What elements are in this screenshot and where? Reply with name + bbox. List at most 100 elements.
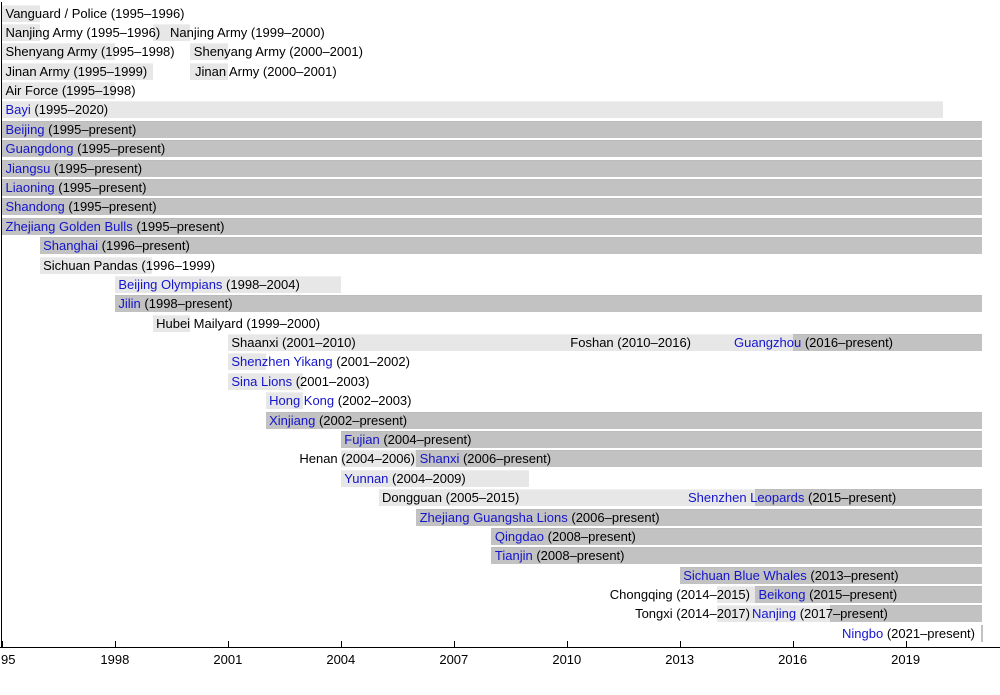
timeline-bar [755, 489, 982, 506]
segment-label: Sichuan Blue Whales (2013–present) [683, 567, 898, 584]
segment-label: Nanjing Army (1995–1996) [6, 24, 161, 41]
segment-years: (2013–present) [806, 568, 899, 583]
timeline-bar [2, 43, 115, 60]
segment-label: Foshan (2010–2016) [570, 334, 691, 351]
team-name: Henan [299, 451, 338, 466]
team-name: Air Force [5, 83, 59, 98]
team-link[interactable]: Beijing Olympians [118, 277, 223, 292]
timeline-bar [491, 547, 982, 564]
segment-label: Jinan Army (2000–2001) [195, 63, 337, 80]
axis-tick-label: 2001 [213, 652, 243, 667]
segment-years: (2005–2015) [442, 490, 520, 505]
team-link[interactable]: Liaoning [5, 180, 55, 195]
segment-years: (1995–1999) [69, 64, 148, 79]
timeline-bar [2, 179, 982, 196]
team-link[interactable]: Shanghai [43, 238, 99, 253]
axis-tick-label: 1998 [100, 652, 130, 667]
axis-tick-label: 2019 [891, 652, 921, 667]
axis-tick [453, 641, 455, 647]
segment-label: Jinan Army (1995–1999) [6, 63, 148, 80]
team-link[interactable]: Jiangsu [5, 161, 51, 176]
timeline-bar [416, 450, 982, 467]
timeline-bar [491, 528, 982, 545]
timeline-bar [679, 567, 982, 584]
axis-tick-label: 2016 [778, 652, 808, 667]
timeline-bar [340, 450, 417, 467]
timeline-bar [265, 392, 304, 409]
team-name: Shenyang Army [193, 44, 286, 59]
segment-years: (2015–present) [804, 490, 897, 505]
team-link[interactable]: Nanjing [752, 606, 797, 621]
team-link[interactable]: Beikong [758, 587, 806, 602]
team-link[interactable]: Bayi [5, 102, 31, 117]
timeline-bar [2, 121, 982, 138]
team-link[interactable]: Jilin [118, 296, 141, 311]
segment-label: Beikong (2015–present) [759, 586, 898, 603]
segment-label: Shenzhen Leopards (2015–present) [688, 489, 896, 506]
segment-years: (1995–1996) [107, 6, 185, 21]
y-axis-line [1, 2, 2, 647]
axis-tick [905, 641, 907, 647]
segment-label: Shandong (1995–present) [6, 198, 157, 215]
timeline-bar [378, 489, 755, 506]
team-link[interactable]: Beijing [5, 122, 45, 137]
team-link[interactable]: Tianjin [494, 548, 533, 563]
timeline-bar [2, 24, 40, 41]
team-name: Shenyang Army [5, 44, 98, 59]
timeline-bar [717, 586, 755, 603]
segment-years: (1998–present) [140, 296, 233, 311]
timeline-bar [566, 334, 793, 351]
team-link[interactable]: Hong Kong [269, 393, 335, 408]
team-name: Foshan [570, 335, 614, 350]
segment-label: Dongguan (2005–2015) [382, 489, 519, 506]
segment-years: (1996–1999) [137, 258, 216, 273]
segment-years: (1995–present) [73, 141, 166, 156]
timeline-bar [190, 43, 228, 60]
segment-years: (2004–2006) [337, 451, 415, 466]
timeline-bar [2, 140, 982, 157]
team-link[interactable]: Shandong [5, 199, 65, 214]
axis-tick-label: 2004 [326, 652, 356, 667]
segment-years: (2015–present) [805, 587, 898, 602]
axis-tick [566, 641, 568, 647]
team-link[interactable]: Zhejiang Guangsha Lions [419, 510, 568, 525]
segment-label: Beijing (1995–present) [6, 121, 137, 138]
team-link[interactable]: Guangdong [5, 141, 74, 156]
timeline-bar [227, 334, 567, 351]
segment-label: Fujian (2004–present) [344, 431, 471, 448]
segment-years: (2002–present) [315, 413, 408, 428]
team-link[interactable]: Yunnan [344, 471, 389, 486]
timeline-bar [2, 5, 40, 22]
segment-years: (2014–2017) [672, 606, 750, 621]
team-link[interactable]: Shenzhen Leopards [688, 490, 805, 505]
axis-tick [792, 641, 794, 647]
team-link[interactable]: Ningbo [842, 626, 884, 641]
team-link[interactable]: Fujian [344, 432, 380, 447]
segment-label: Shanghai (1996–present) [43, 237, 190, 254]
segment-years: (2008–present) [544, 529, 636, 544]
timeline-bar [340, 470, 530, 487]
segment-label: Zhejiang Guangsha Lions (2006–present) [420, 509, 660, 526]
segment-years: (2004–2009) [388, 471, 466, 486]
team-link[interactable]: Qingdao [494, 529, 545, 544]
segment-label: Nanjing Army (1999–2000) [170, 24, 325, 41]
timeline-bar [416, 509, 982, 526]
timeline-bar [265, 412, 983, 429]
team-link[interactable]: Shanxi [419, 451, 460, 466]
timeline-bar [152, 24, 191, 41]
segment-years: (1995–present) [132, 219, 225, 234]
team-link[interactable]: Sina Lions [231, 374, 293, 389]
team-link[interactable]: Sichuan Blue Whales [683, 568, 807, 583]
team-name: Chongqing [609, 587, 673, 602]
segment-label: Henan (2004–2006) [299, 450, 415, 467]
team-link[interactable]: Guangzhou [734, 335, 802, 350]
team-link[interactable]: Zhejiang Golden Bulls [5, 219, 133, 234]
segment-label: Vanguard / Police (1995–1996) [6, 5, 185, 22]
segment-label: Jiangsu (1995–present) [6, 160, 143, 177]
segment-years: (1995–present) [54, 180, 147, 195]
team-name: Nanjing Army [5, 25, 83, 40]
team-link[interactable]: Shenzhen Yikang [231, 354, 333, 369]
team-link[interactable]: Xinjiang [269, 413, 316, 428]
segment-years: (2004–present) [379, 432, 472, 447]
